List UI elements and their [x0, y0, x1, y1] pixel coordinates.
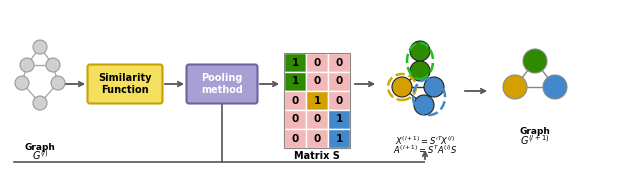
FancyBboxPatch shape	[88, 65, 163, 103]
Bar	[306, 129, 328, 148]
Text: 0: 0	[291, 134, 299, 143]
Bar	[306, 91, 328, 110]
Circle shape	[33, 40, 47, 54]
Text: 0: 0	[335, 57, 342, 67]
Circle shape	[410, 61, 430, 81]
Circle shape	[503, 75, 527, 99]
Bar	[328, 129, 350, 148]
Text: 1: 1	[335, 115, 342, 125]
Text: 0: 0	[291, 95, 299, 105]
Text: 1: 1	[291, 77, 299, 87]
Bar	[306, 53, 328, 72]
Circle shape	[523, 49, 547, 73]
Circle shape	[392, 77, 412, 97]
Bar	[284, 110, 306, 129]
Text: $A^{(l+1)} = S^{T} A^{(l)} S$: $A^{(l+1)} = S^{T} A^{(l)} S$	[393, 144, 457, 156]
Bar	[284, 91, 306, 110]
Text: 1: 1	[314, 95, 321, 105]
Circle shape	[51, 76, 65, 90]
Bar	[306, 72, 328, 91]
Text: 1: 1	[335, 134, 342, 143]
Text: 0: 0	[314, 134, 321, 143]
Circle shape	[543, 75, 567, 99]
Bar	[328, 72, 350, 91]
Text: 0: 0	[314, 57, 321, 67]
Bar	[284, 53, 350, 148]
Circle shape	[33, 96, 47, 110]
Circle shape	[46, 58, 60, 72]
Text: 0: 0	[314, 115, 321, 125]
Bar	[306, 110, 328, 129]
Circle shape	[414, 95, 434, 115]
Text: 1: 1	[291, 57, 299, 67]
Text: 0: 0	[335, 77, 342, 87]
Text: 0: 0	[291, 115, 299, 125]
Text: Graph: Graph	[520, 127, 550, 136]
Text: 0: 0	[314, 77, 321, 87]
Circle shape	[424, 77, 444, 97]
Text: Graph: Graph	[24, 142, 56, 151]
Bar	[284, 129, 306, 148]
Text: $X^{(l+1)} = S^{\prime T} X^{(l)}$: $X^{(l+1)} = S^{\prime T} X^{(l)}$	[395, 135, 455, 147]
Circle shape	[15, 76, 29, 90]
Bar	[328, 53, 350, 72]
Text: $G^{(l+1)}$: $G^{(l+1)}$	[520, 133, 550, 147]
Text: Matrix S: Matrix S	[294, 151, 340, 161]
Text: Pooling
method: Pooling method	[201, 73, 243, 95]
Bar	[284, 72, 306, 91]
Text: 0: 0	[335, 95, 342, 105]
Bar	[328, 110, 350, 129]
Circle shape	[410, 41, 430, 61]
Bar	[328, 91, 350, 110]
Circle shape	[20, 58, 34, 72]
Text: $G^{(l)}$: $G^{(l)}$	[31, 148, 49, 162]
Bar	[284, 53, 306, 72]
Text: Similarity
Function: Similarity Function	[99, 73, 152, 95]
FancyBboxPatch shape	[186, 65, 257, 103]
